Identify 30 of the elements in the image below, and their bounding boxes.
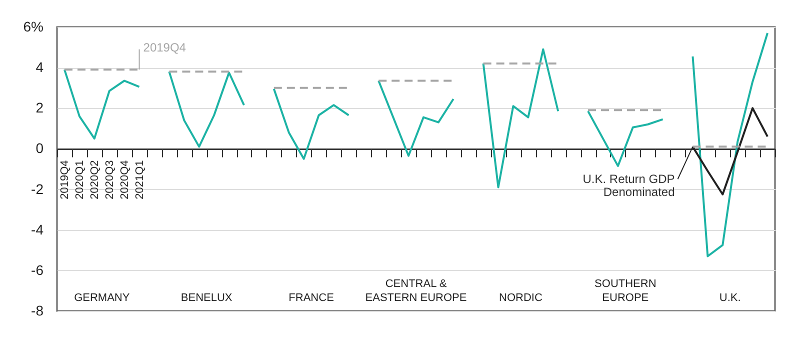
- line-series: [272, 88, 350, 160]
- y-tick-label: 2: [36, 100, 44, 116]
- line-series: [587, 110, 664, 167]
- y-tick-label: -8: [31, 302, 44, 318]
- line-series: [692, 32, 769, 258]
- x-tick-label: 2020Q1: [74, 160, 86, 200]
- line-series: [378, 80, 454, 157]
- x-tick-label: 2020Q3: [104, 160, 116, 200]
- y-tick-label: -2: [31, 180, 44, 197]
- line-series: [63, 68, 140, 140]
- y-tick-label: -6: [31, 262, 44, 278]
- y-tick-label: -4: [31, 221, 44, 238]
- annotation: FRANCE: [288, 292, 334, 304]
- x-tick-label: 2020Q4: [118, 160, 131, 200]
- x-tick-label: 2019Q4: [58, 160, 71, 200]
- line-series: [482, 48, 560, 188]
- annotation: SOUTHERN EUROPE: [594, 278, 656, 304]
- line-series: [168, 70, 245, 148]
- y-tick-label: 0: [36, 140, 44, 156]
- annotation: BENELUX: [180, 292, 233, 304]
- series-label: 2019Q4: [143, 40, 186, 54]
- text: U.K. Return GDP Denominated: [582, 172, 675, 200]
- annotation: CENTRAL & EASTERN EUROPE: [365, 278, 467, 304]
- y-tick-label: 4: [36, 59, 44, 76]
- y-tick-label: 6%: [23, 18, 44, 34]
- annotation: NORDIC: [499, 292, 542, 304]
- annotation: U.K.: [719, 292, 741, 304]
- x-tick-label: 2021Q1: [134, 160, 146, 200]
- annotation: GERMANY: [74, 292, 130, 304]
- x-tick-label: 2020Q2: [88, 160, 101, 200]
